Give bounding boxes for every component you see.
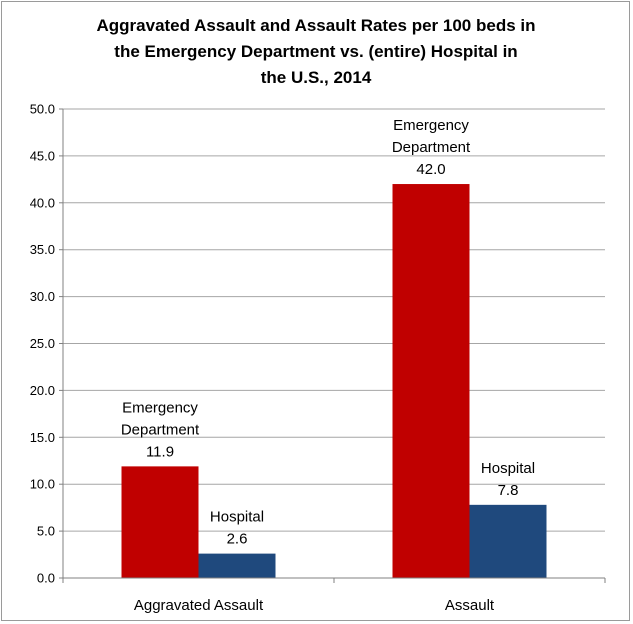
- data-label-series: Emergency: [122, 399, 198, 416]
- y-tick-label: 0.0: [37, 571, 55, 586]
- x-tick-label: Assault: [445, 597, 495, 614]
- data-label-series: Hospital: [210, 509, 264, 526]
- data-label-value: 11.9: [146, 443, 174, 460]
- data-label-value: 2.6: [227, 531, 248, 548]
- data-label-value: 7.8: [498, 482, 519, 499]
- y-tick-label: 10.0: [30, 477, 55, 492]
- chart-title-line-3: the U.S., 2014: [261, 68, 372, 87]
- x-axis: Aggravated Assault Assault: [62, 577, 606, 614]
- y-tick-label: 35.0: [30, 242, 55, 257]
- y-tick-label: 45.0: [30, 148, 55, 163]
- y-tick-label: 25.0: [30, 336, 55, 351]
- y-tick-label: 15.0: [30, 430, 55, 445]
- y-tick-label: 40.0: [30, 195, 55, 210]
- bar: [469, 504, 547, 578]
- data-label-series: Emergency: [393, 117, 469, 134]
- chart-title: Aggravated Assault and Assault Rates per…: [97, 16, 536, 87]
- data-label-series: Hospital: [481, 460, 535, 477]
- y-axis: 0.0 5.0 10.0 15.0 20.0 25.0 30.0 35.0 40.0 45.0 50…: [30, 102, 64, 586]
- data-labels: Emergency Department 11.9 Hospital 2.6 Emerge…: [121, 117, 535, 548]
- y-tick-label: 30.0: [30, 289, 55, 304]
- bars: [121, 184, 547, 579]
- data-label-value: 42.0: [416, 161, 445, 178]
- data-label-series: Department: [392, 139, 471, 156]
- bar: [121, 466, 199, 578]
- data-label-series: Department: [121, 421, 200, 438]
- x-tick-label: Aggravated Assault: [134, 597, 264, 614]
- chart-title-line-1: Aggravated Assault and Assault Rates per…: [97, 16, 536, 35]
- chart-title-line-2: the Emergency Department vs. (entire) Ho…: [114, 42, 517, 61]
- y-tick-label: 20.0: [30, 383, 55, 398]
- bar: [198, 553, 276, 578]
- bar: [392, 184, 470, 579]
- y-tick-label: 50.0: [30, 102, 55, 117]
- y-tick-label: 5.0: [37, 524, 55, 539]
